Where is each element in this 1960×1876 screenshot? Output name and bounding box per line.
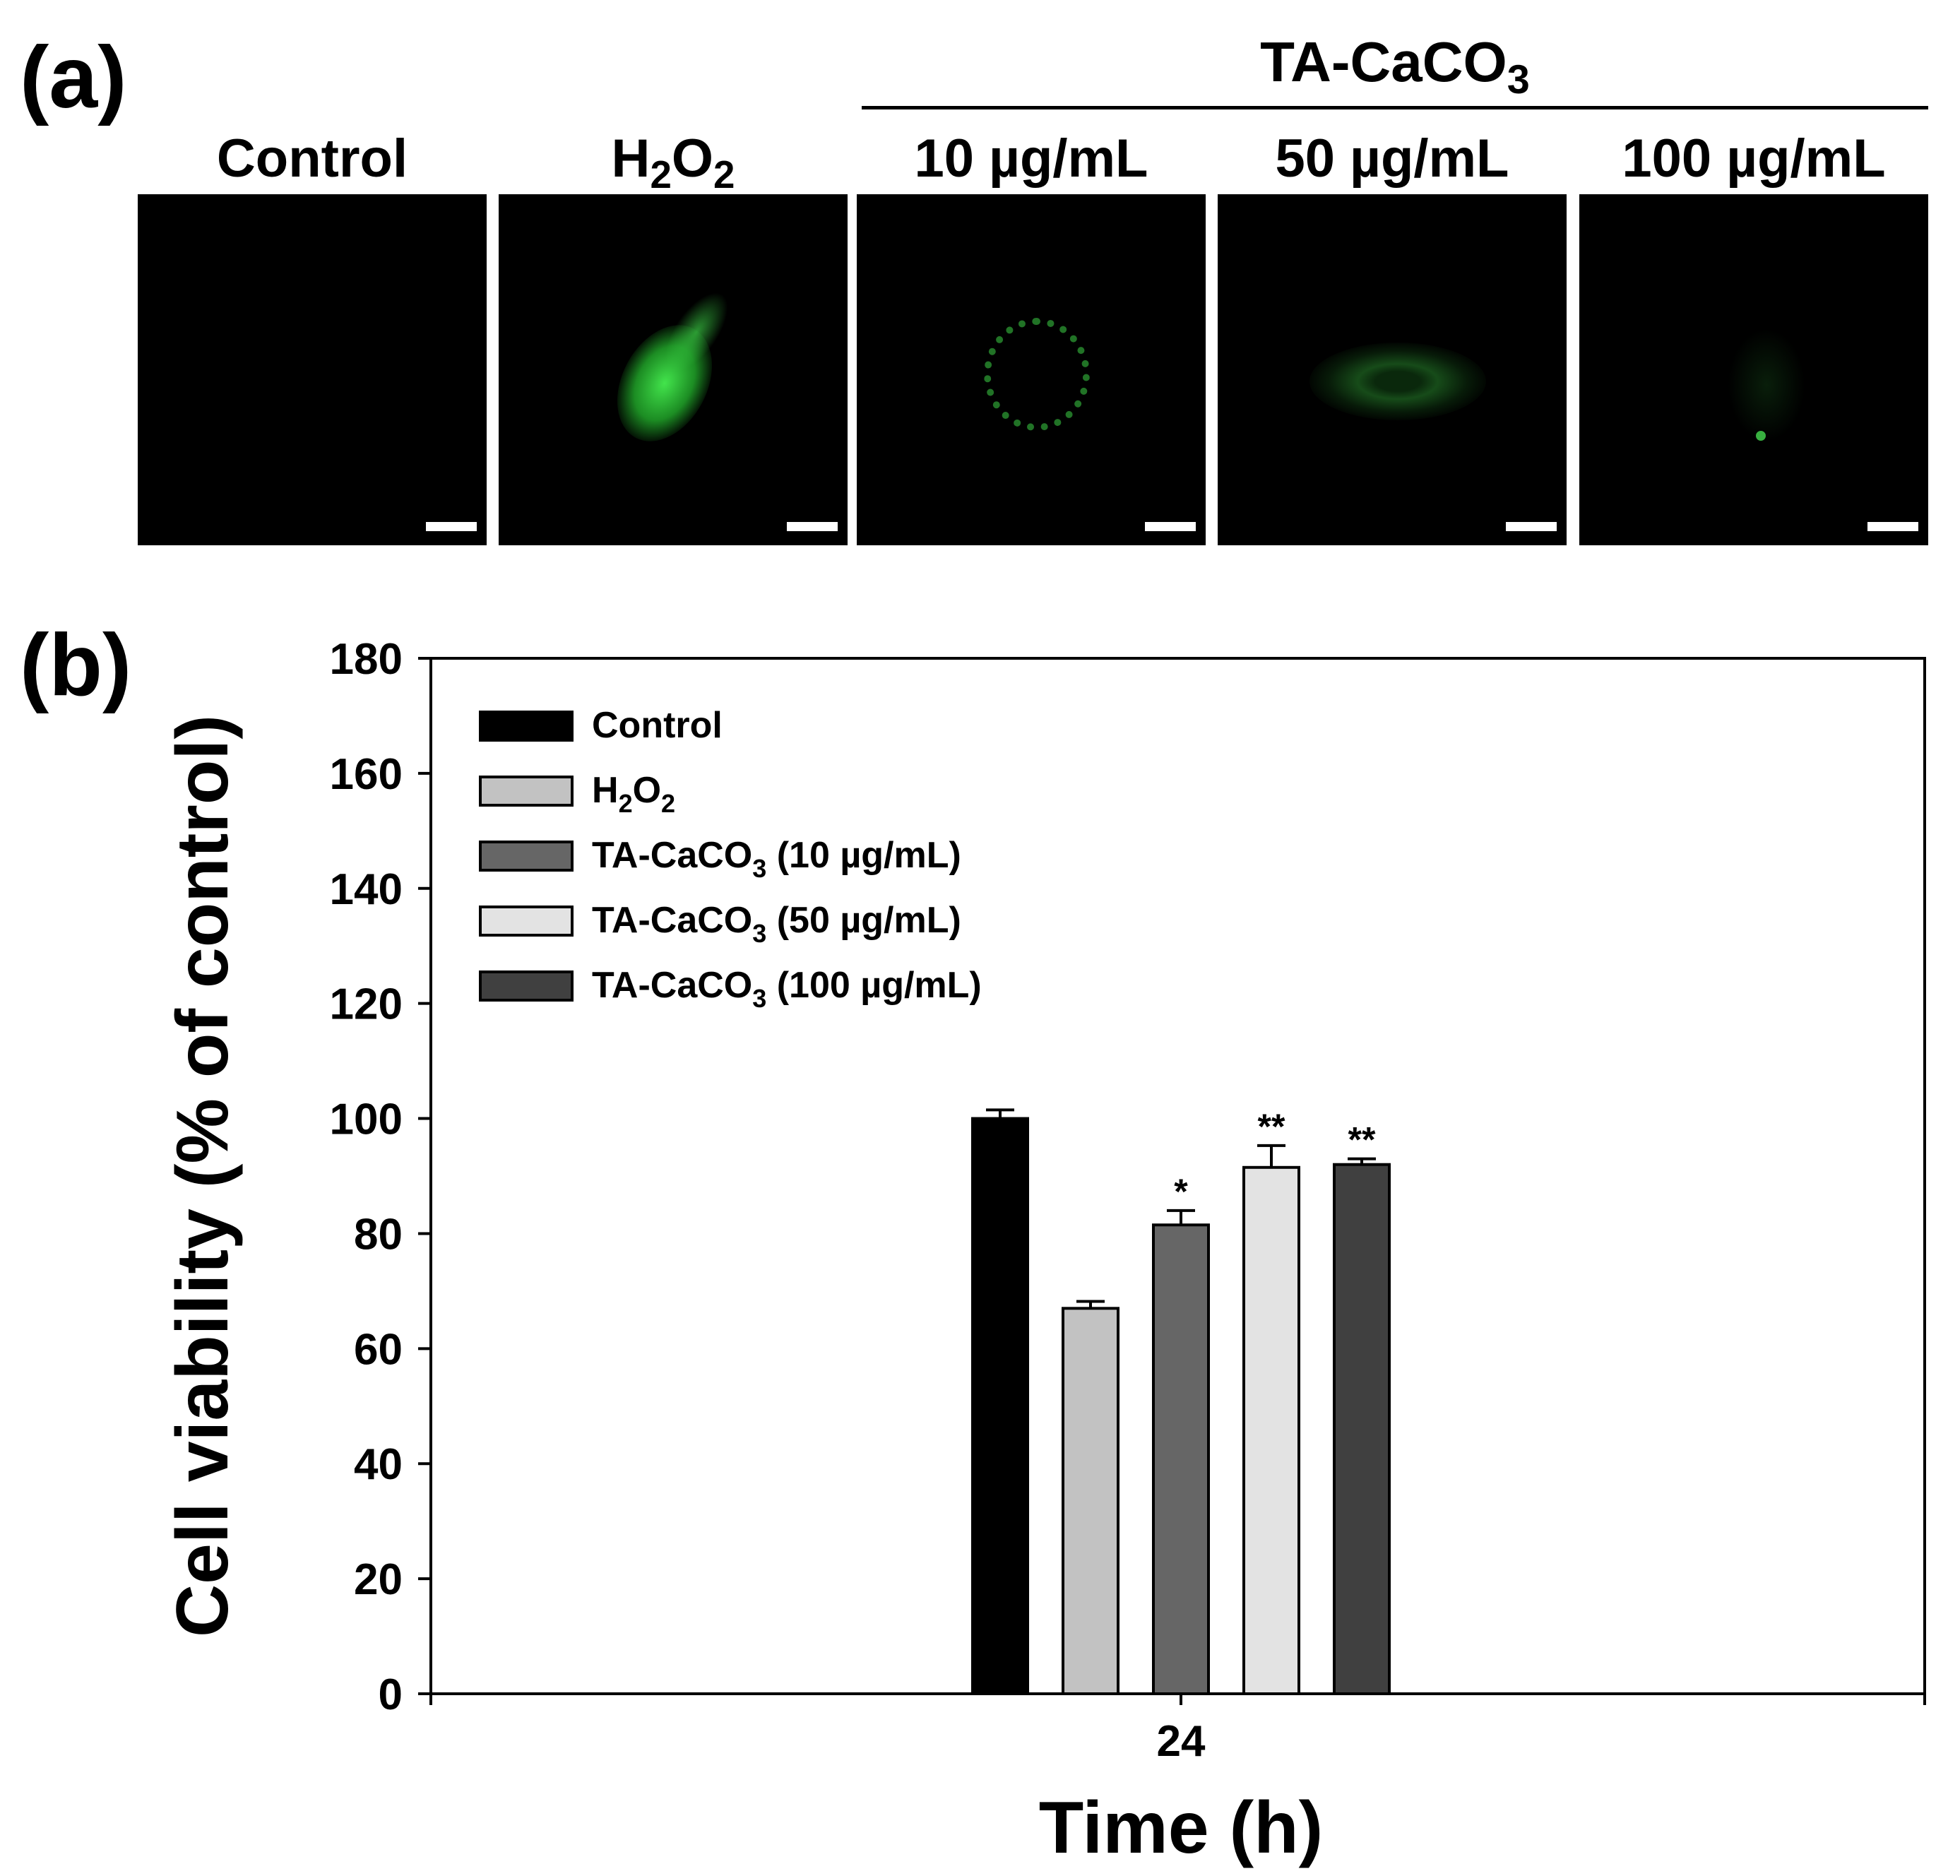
legend-swatch-4 — [479, 970, 574, 1002]
y-tick-label: 60 — [354, 1325, 403, 1374]
fluorescent-dot — [1756, 431, 1766, 441]
column-header-10ug: 10 µg/mL — [914, 129, 1148, 189]
group-header-subscript: 3 — [1507, 57, 1530, 102]
column-header-control: Control — [216, 129, 408, 189]
x-tick-label: 24 — [1157, 1717, 1206, 1766]
legend-label-0: Control — [592, 705, 723, 746]
significance-marker: * — [1174, 1172, 1188, 1211]
legend-label-1: H2O2 — [592, 770, 675, 818]
y-tick-label: 20 — [354, 1555, 403, 1604]
chart-bars: *** ** — [971, 1107, 1391, 1695]
y-axis-title: Cell viability (% of control) — [162, 715, 244, 1637]
group-header-text: TA-CaCO — [1260, 30, 1507, 93]
micrograph-10ug — [857, 194, 1206, 545]
y-tick-label: 140 — [330, 865, 403, 914]
ta-caco3-group-header: TA-CaCO3 — [862, 27, 1928, 115]
significance-marker: ** — [1258, 1107, 1285, 1146]
micrograph-control — [138, 194, 487, 545]
y-tick-label: 180 — [330, 635, 403, 684]
x-axis-title: Time (h) — [1039, 1787, 1324, 1869]
legend-label-2: TA-CaCO3 (10 µg/mL) — [592, 835, 961, 883]
y-tick-label: 0 — [379, 1670, 403, 1719]
scale-bar — [787, 522, 838, 531]
scale-bar — [1506, 522, 1557, 531]
legend-swatch-3 — [479, 906, 574, 937]
scale-bar — [1145, 522, 1196, 531]
column-header-100ug: 100 µg/mL — [1622, 129, 1886, 189]
fluorescent-cell — [1309, 343, 1486, 420]
significance-marker: ** — [1348, 1120, 1376, 1160]
panel-b-label: (b) — [20, 617, 132, 714]
bar-0 — [971, 1117, 1029, 1695]
legend-label-4: TA-CaCO3 (100 µg/mL) — [592, 965, 982, 1013]
fluorescent-speck — [1728, 328, 1805, 441]
legend-label-3: TA-CaCO3 (50 µg/mL) — [592, 900, 961, 948]
y-tick-label: 80 — [354, 1210, 403, 1259]
micrograph-50ug — [1218, 194, 1567, 545]
group-bracket-line — [862, 106, 1928, 109]
chart-axes: 0 20 40 60 80 100 120 140 160 180 24 Time (h) Cell v… — [162, 635, 1926, 1869]
scale-bar — [426, 522, 477, 531]
column-header-50ug: 50 µg/mL — [1275, 129, 1509, 189]
panel-a-label: (a) — [20, 29, 127, 126]
scale-bar — [1867, 522, 1918, 531]
y-tick-label: 120 — [330, 980, 403, 1029]
legend-swatch-2 — [479, 841, 574, 872]
bar-4 — [1333, 1163, 1391, 1695]
y-tick-label: 40 — [354, 1440, 403, 1489]
y-tick-label: 100 — [330, 1096, 403, 1144]
bar-2 — [1152, 1223, 1210, 1695]
bar-3 — [1242, 1165, 1300, 1695]
legend-swatch-1 — [479, 776, 574, 807]
chart-legend: Control H2O2 TA-CaCO3 (10 µg/mL) TA-CaCO3 (… — [479, 705, 982, 1013]
bar-1 — [1062, 1307, 1119, 1695]
y-tick-label: 160 — [330, 750, 403, 799]
bar-chart: 0 20 40 60 80 100 120 140 160 180 24 Time (h) Cell v… — [162, 635, 1926, 1869]
legend-swatch-0 — [479, 711, 574, 742]
micrograph-100ug — [1579, 194, 1928, 545]
micrograph-h2o2 — [499, 194, 848, 545]
fluorescent-cell — [984, 318, 1090, 431]
column-header-h2o2: H2O2 — [611, 129, 735, 197]
